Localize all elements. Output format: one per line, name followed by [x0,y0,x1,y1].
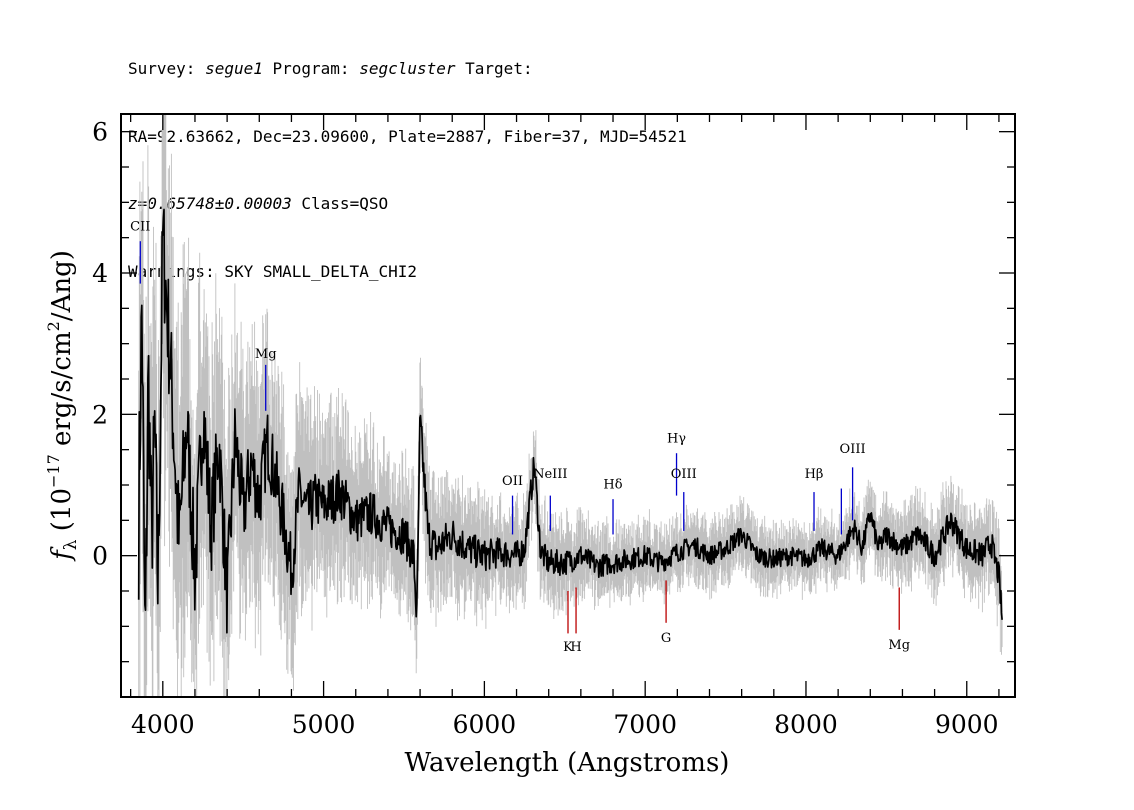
y-axis-title: fλ (10−17 erg/s/cm2/Ang) [44,250,81,562]
x-tick-label: 6000 [453,710,517,739]
absorption-line-label: H [570,640,581,655]
class-value: Class=QSO [291,194,389,213]
plot-frame [120,113,1016,698]
x-tick-label: 4000 [131,710,195,739]
emission-line-label: OII [502,474,523,489]
x-tick-label: 7000 [613,710,677,739]
y-tick-label: 2 [92,400,108,429]
absorption-line-label: G [661,631,671,646]
y-tick-label: 4 [92,259,108,288]
emission-line-label: OIII [840,442,866,457]
emission-line-label: Hδ [603,478,622,493]
program-value: segcluster [359,59,456,78]
target-label: Target: [455,59,533,78]
error-spikes [138,114,1003,697]
emission-line-label: Hγ [667,432,686,447]
emission-line-label: Hβ [805,467,824,482]
x-tick-label: 9000 [935,710,999,739]
x-tick-label: 8000 [774,710,838,739]
header-line-coordinates: RA=92.63662, Dec=23.09600, Plate=2887, F… [128,126,687,146]
y-title-post: /Ang) [47,250,77,321]
spectral-line-markers: CII Mg OII NeIII Hδ Hγ OIII Hβ OIII KH G Mg [130,220,910,655]
emission-line-label: OIII [671,467,697,482]
y-tick-label: 0 [92,542,108,571]
y-tick-label: 6 [92,118,108,147]
emission-line-label: NeIII [533,467,567,482]
axes: 4000 5000 6000 7000 8000 9000 0 2 4 6 [92,114,1015,739]
x-tick-label: 5000 [292,710,356,739]
spectrum-header: Survey: segue1 Program: segcluster Targe… [128,13,687,306]
survey-value: segue1 [205,59,263,78]
emission-line-label: Mg [255,347,277,362]
emission-line-label: CII [130,220,150,235]
flux-series [137,208,1003,634]
error-band [138,114,1003,697]
x-axis-title: Wavelength (Angstroms) [405,748,730,778]
redshift-value: z=0.65748±0.00003 [128,194,292,213]
absorption-line-label: K [563,640,573,655]
header-line-survey: Survey: segue1 Program: segcluster Targe… [128,58,687,81]
y-title-mid: erg/s/cm [47,331,77,454]
flux-line [137,208,1003,634]
y-title-sub: λ [61,539,81,550]
survey-label: Survey: [128,59,206,78]
absorption-line-label: Mg [888,638,910,653]
y-title-pre: (10 [47,488,77,540]
header-line-redshift: z=0.65748±0.00003 Class=QSO [128,193,687,216]
program-label: Program: [262,59,360,78]
y-title-exp1: −17 [44,454,63,488]
y-title-exp2: 2 [44,321,63,331]
